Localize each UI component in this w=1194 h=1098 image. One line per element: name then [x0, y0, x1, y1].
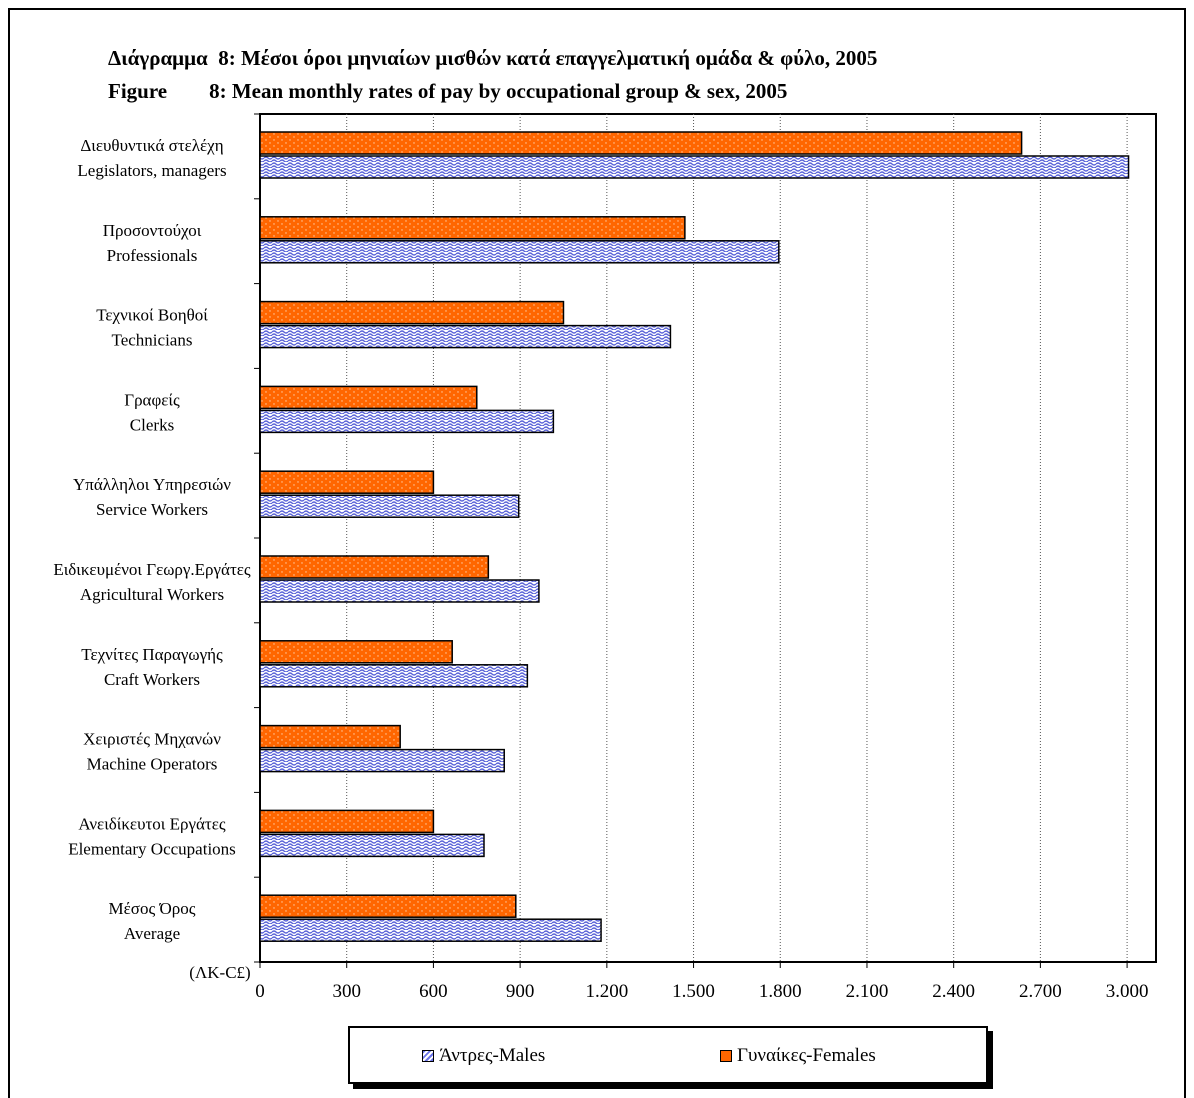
bar-males — [259, 155, 1130, 179]
category-label-greek: Διευθυντικά στελέχη — [80, 136, 223, 155]
legend-swatch-males — [422, 1050, 434, 1062]
x-tick-label: 1.200 — [585, 981, 628, 1002]
category-label-english: Professionals — [107, 246, 198, 265]
category-label-english: Average — [124, 924, 180, 943]
bar-females — [259, 216, 686, 240]
category-label-greek: Μέσος Όρος — [109, 899, 196, 918]
bar-males — [259, 918, 602, 942]
category-label-english: Legislators, managers — [77, 161, 226, 180]
bar-males — [259, 579, 540, 603]
x-tick-label: 3.000 — [1106, 981, 1149, 1002]
category-label-english: Clerks — [130, 415, 174, 434]
bar-males — [259, 494, 520, 518]
category-label-greek: Ανειδίκευτοι Εργάτες — [78, 814, 226, 833]
chart-frame — [8, 8, 1186, 1098]
category-label-english: Agricultural Workers — [80, 585, 224, 604]
category-label-greek: Γραφείς — [124, 390, 180, 409]
bar-males — [259, 240, 780, 264]
category-label-greek: Τεχνικοί Βοηθοί — [96, 306, 208, 325]
chart-title-english: Figure 8: Mean monthly rates of pay by o… — [108, 79, 788, 103]
category-label-greek: Ειδικευμένοι Γεωργ.Εργάτες — [53, 560, 251, 579]
legend-label-males: Άντρες-Males — [439, 1045, 546, 1066]
x-tick-label: 1.500 — [672, 981, 715, 1002]
x-tick-label: 600 — [419, 981, 448, 1002]
category-label-english: Machine Operators — [87, 755, 218, 774]
chart-title-greek: Διάγραμμα 8: Μέσοι όροι μηνιαίων μισθών … — [108, 46, 878, 70]
bar-females — [259, 300, 565, 325]
bar-males — [259, 324, 672, 349]
bar-females — [259, 724, 401, 749]
x-tick-label: 1.800 — [759, 981, 802, 1002]
category-label-greek: Τεχνίτες Παραγωγής — [81, 645, 223, 664]
category-label-greek: Προσοντούχοι — [103, 221, 202, 240]
bar-males — [259, 748, 505, 773]
category-label-english: Craft Workers — [104, 670, 200, 689]
bar-males — [259, 664, 529, 688]
bar-females — [259, 555, 490, 579]
legend-label-females: Γυναίκες-Females — [737, 1045, 876, 1066]
legend: Άντρες-Males Γυναίκες-Females — [348, 1026, 988, 1084]
category-label-greek: Χειριστές Μηχανών — [83, 730, 221, 749]
x-tick-label: 2.400 — [932, 981, 975, 1002]
x-tick-label: 2.700 — [1019, 981, 1062, 1002]
category-label-english: Service Workers — [96, 500, 208, 519]
x-tick-label: 0 — [255, 981, 265, 1002]
category-label-greek: Υπάλληλοι Υπηρεσιών — [73, 475, 231, 494]
x-tick-label: 300 — [332, 981, 361, 1002]
category-label-english: Elementary Occupations — [68, 839, 236, 858]
bar-females — [259, 131, 1023, 155]
bar-females — [259, 809, 435, 834]
bar-females — [259, 470, 435, 494]
bar-males — [259, 409, 555, 434]
bar-females — [259, 640, 453, 664]
bar-males — [259, 833, 485, 858]
category-label-english: Technicians — [112, 331, 193, 350]
legend-item-males: Άντρες-Males — [422, 1045, 545, 1067]
legend-item-females: Γυναίκες-Females — [720, 1045, 876, 1067]
legend-swatch-females — [720, 1050, 732, 1062]
x-tick-label: 900 — [506, 981, 535, 1002]
x-tick-label: 2.100 — [846, 981, 889, 1002]
bar-females — [259, 894, 517, 918]
unit-label: (ΛΚ-C£) — [189, 963, 250, 982]
bar-females — [259, 385, 478, 410]
